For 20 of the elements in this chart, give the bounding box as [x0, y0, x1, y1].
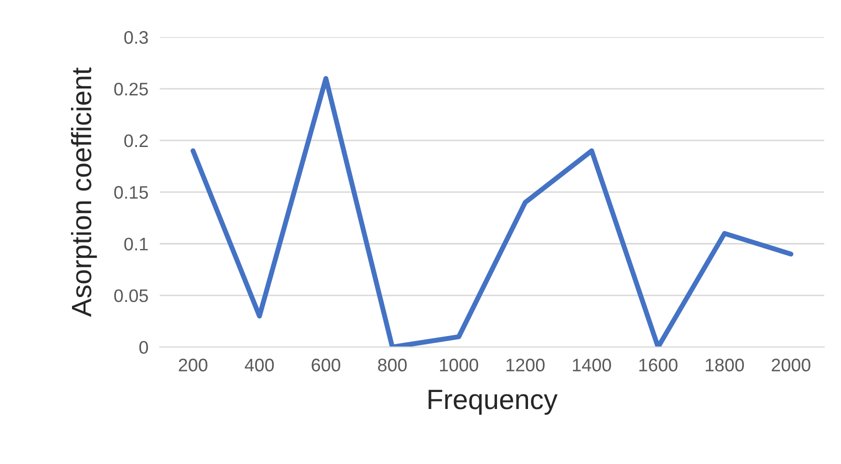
x-tick-label: 1200 — [506, 358, 545, 372]
x-tick-label: 1800 — [706, 358, 744, 372]
y-axis-title: Asorption coefficient — [70, 67, 97, 317]
x-axis-title: Frequency — [428, 390, 558, 415]
y-tick-label: 0.25 — [114, 82, 148, 96]
x-tick-label: 1000 — [440, 358, 478, 372]
x-tick-label: 400 — [244, 358, 274, 372]
y-tick-label: 0 — [139, 341, 148, 354]
x-tick-label: 1600 — [639, 358, 678, 372]
x-tick-label: 1400 — [572, 358, 612, 372]
x-tick-label: 2000 — [772, 358, 810, 372]
y-tick-label: 0.3 — [124, 31, 148, 44]
x-tick-label: 600 — [312, 358, 340, 372]
x-tick-label: 200 — [178, 358, 208, 372]
y-tick-label: 0.05 — [114, 289, 148, 302]
y-tick-label: 0.15 — [114, 186, 148, 199]
line-series — [190, 76, 794, 348]
y-tick-label: 0.1 — [124, 238, 148, 250]
y-tick-label: 0.2 — [124, 134, 148, 148]
x-tick-label: 800 — [378, 358, 407, 372]
